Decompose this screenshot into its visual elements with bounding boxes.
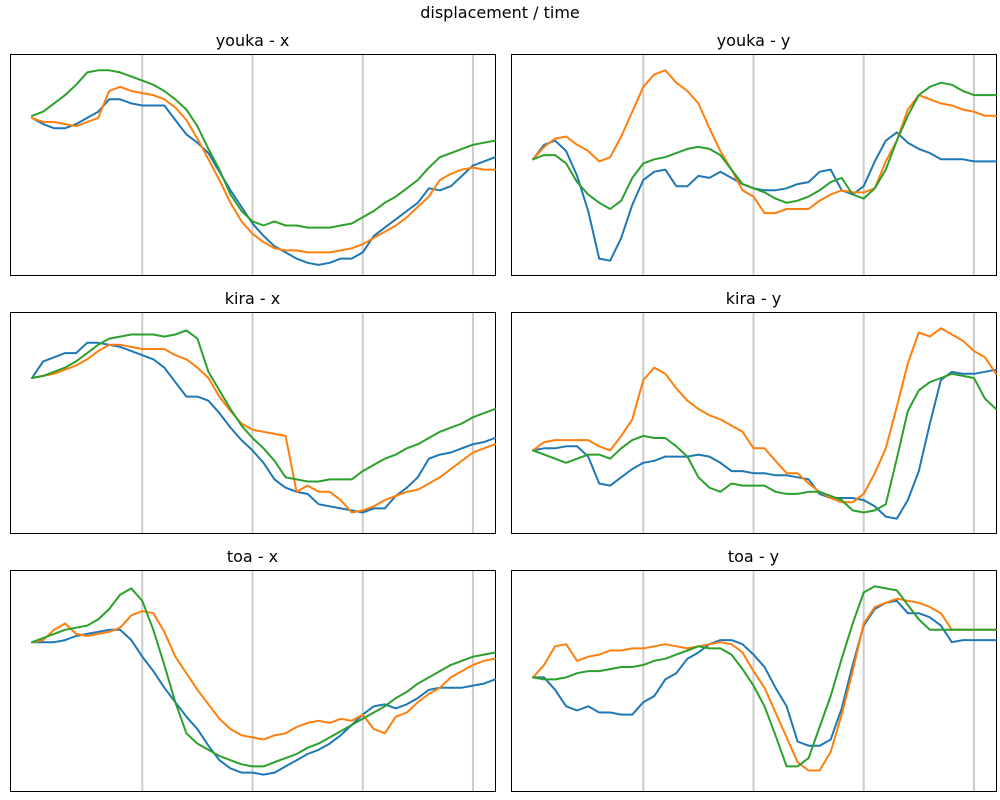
panel-title: youka - x: [216, 31, 290, 50]
series-line-3: [31, 69, 496, 229]
series-line-3: [31, 329, 496, 483]
series-line-1: [31, 98, 496, 266]
panel-title: toa - y: [728, 547, 779, 566]
panel-title: toa - x: [227, 547, 278, 566]
series-line-2: [31, 343, 496, 514]
series-line-2: [532, 327, 997, 504]
panel-grid: youka - x youka - y kira - x kira - y toa - …: [10, 31, 997, 792]
series-line-1: [31, 628, 496, 776]
panel-kira-y: kira - y: [511, 289, 997, 534]
panel-toa-y: toa - y: [511, 547, 997, 792]
series-line-2: [31, 610, 496, 741]
panel-youka-x: youka - x: [10, 31, 496, 276]
panel-kira-x: kira - x: [10, 289, 496, 534]
series-line-1: [532, 131, 997, 262]
series-line-1: [532, 599, 997, 747]
series-line-3: [532, 81, 997, 210]
series-line-1: [532, 368, 997, 520]
panel-youka-y: youka - y: [511, 31, 997, 276]
panel-title: kira - x: [225, 289, 281, 308]
panel-title: youka - y: [717, 31, 791, 50]
series-line-3: [31, 587, 496, 768]
series-line-2: [532, 597, 997, 772]
series-line-3: [532, 585, 997, 768]
series-line-2: [31, 85, 496, 254]
figure-title: displacement / time: [420, 3, 580, 22]
panel-title: kira - y: [726, 289, 782, 308]
series-line-3: [532, 372, 997, 514]
panel-toa-x: toa - x: [10, 547, 496, 792]
